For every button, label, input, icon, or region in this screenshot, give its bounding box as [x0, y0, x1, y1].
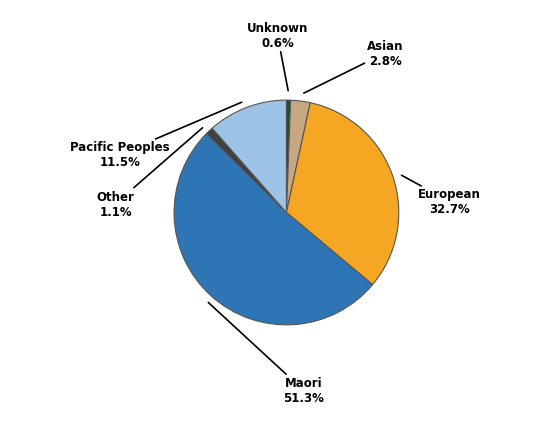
Text: Unknown
0.6%: Unknown 0.6% — [247, 22, 308, 92]
Wedge shape — [287, 101, 310, 213]
Wedge shape — [287, 104, 399, 285]
Wedge shape — [212, 101, 287, 213]
Wedge shape — [206, 129, 287, 213]
Wedge shape — [174, 134, 372, 325]
Text: Asian
2.8%: Asian 2.8% — [304, 40, 404, 94]
Text: Other
1.1%: Other 1.1% — [97, 129, 202, 218]
Text: Pacific Peoples
11.5%: Pacific Peoples 11.5% — [70, 103, 242, 169]
Text: European
32.7%: European 32.7% — [402, 176, 481, 216]
Text: Maori
51.3%: Maori 51.3% — [208, 303, 324, 404]
Wedge shape — [287, 101, 290, 213]
